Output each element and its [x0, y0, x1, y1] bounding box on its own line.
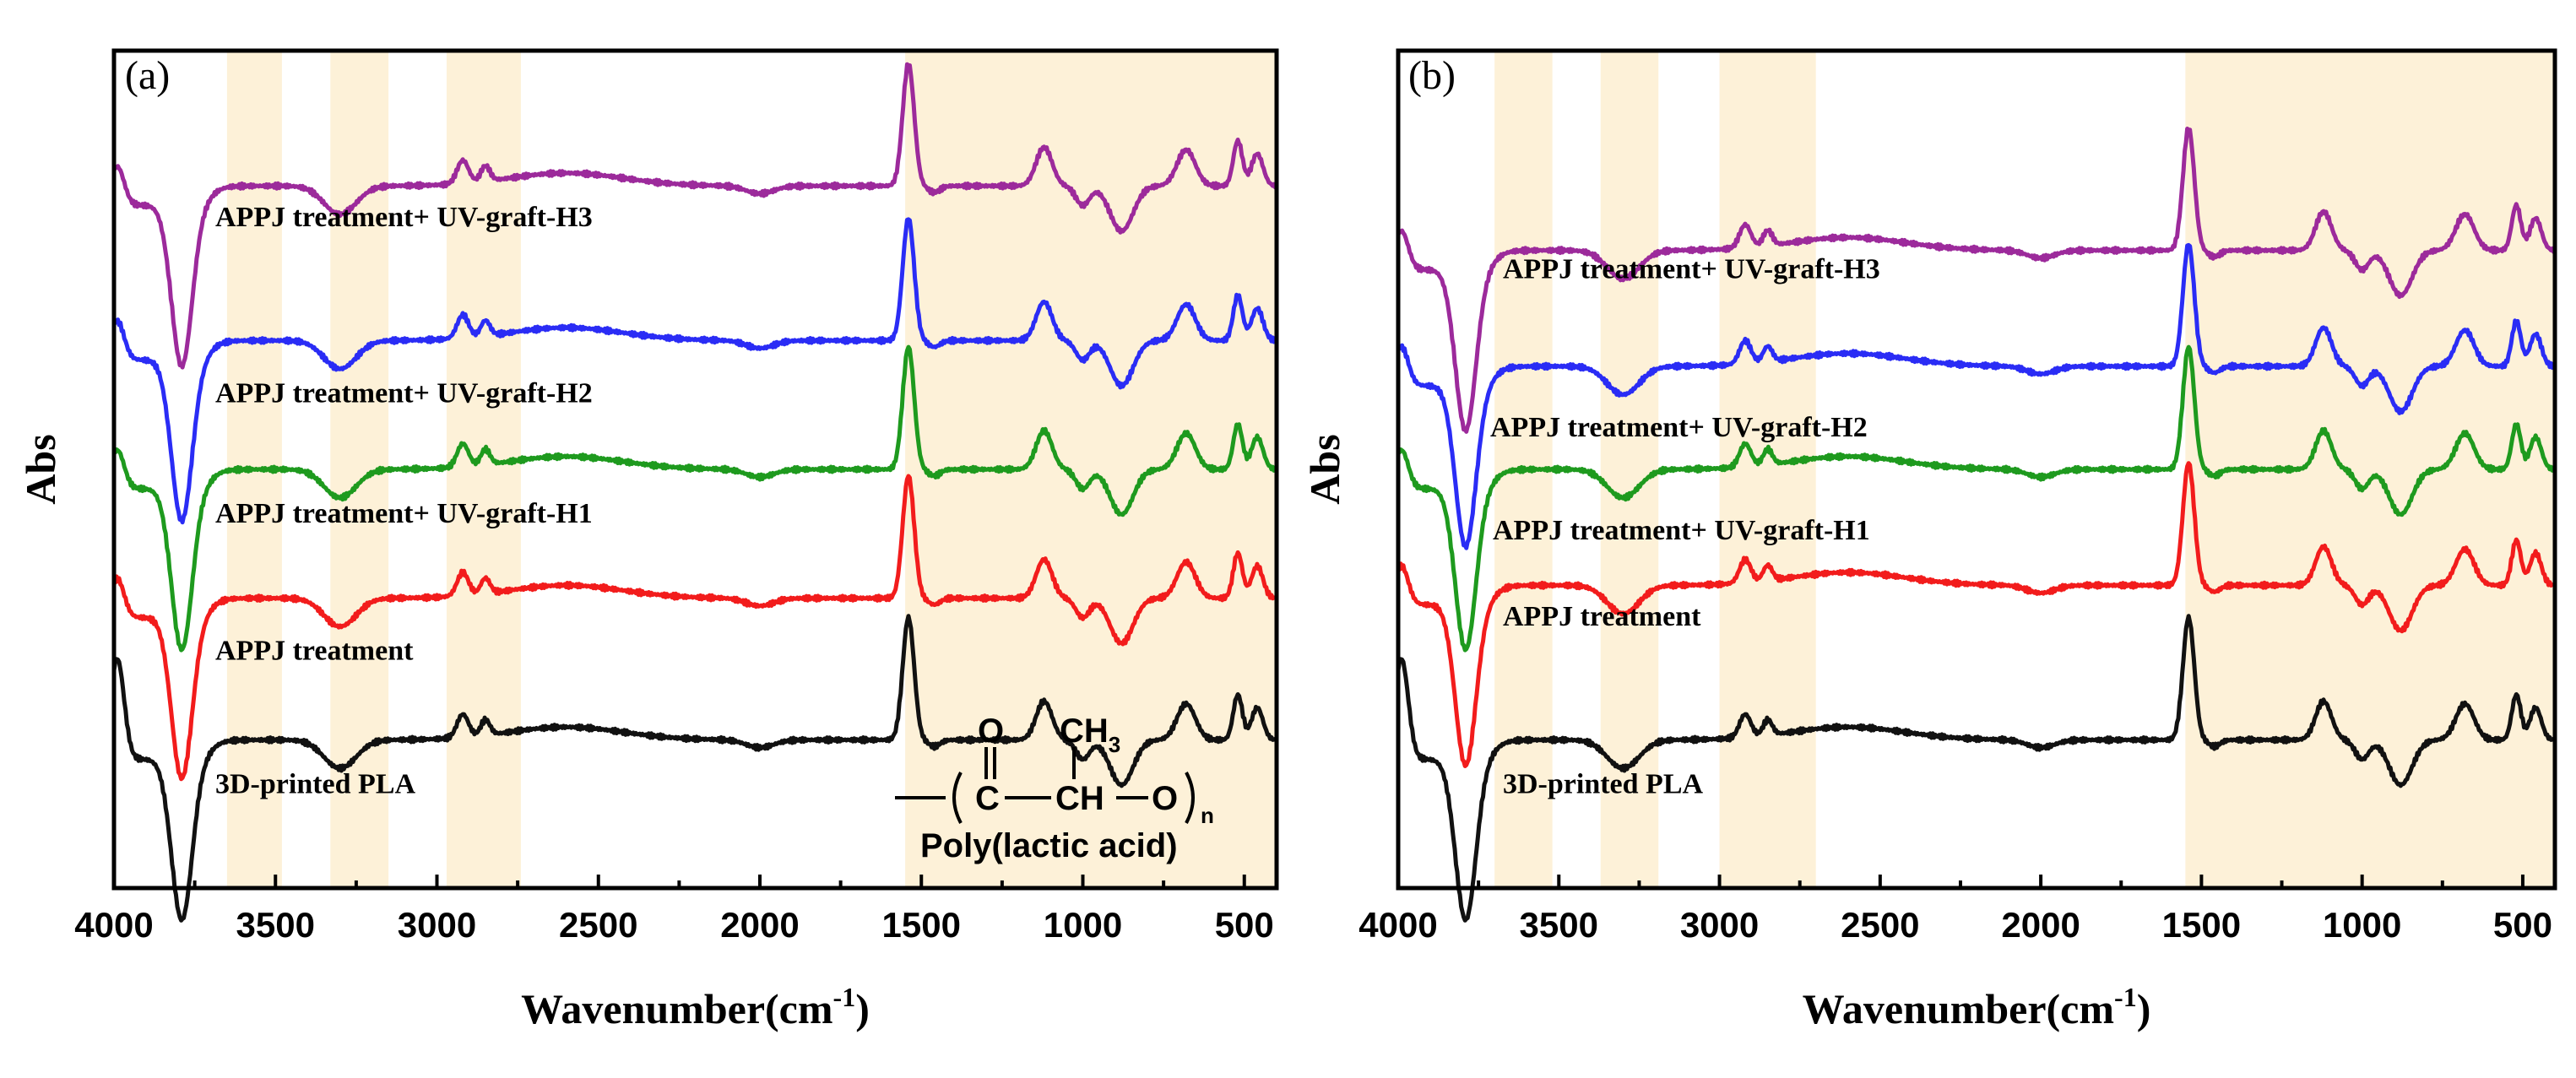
- panel-label: (b): [1408, 53, 1456, 98]
- series-label: APPJ treatment+ UV-graft-H3: [215, 202, 593, 233]
- series-label: APPJ treatment: [1503, 601, 1701, 632]
- x-tick-label: 500: [1215, 905, 1274, 945]
- series-label: APPJ treatment+ UV-graft-H1: [215, 498, 593, 529]
- series-line: [1396, 242, 2557, 550]
- panel-a: APPJ treatment+ UV-graft-H3 APPJ treatmen…: [17, 48, 1279, 1032]
- methyl-group: CH3: [1060, 712, 1120, 757]
- y-axis-label: Abs: [1301, 434, 1348, 504]
- panel-label: (a): [125, 53, 170, 98]
- left-bracket: [952, 772, 963, 824]
- highlight-band: [446, 51, 521, 888]
- x-tick-label: 500: [2493, 905, 2552, 945]
- x-axis-label-text: Wavenumber(cm: [521, 985, 832, 1032]
- x-axis-label-sup: -1: [2114, 982, 2137, 1012]
- series-line: [111, 62, 1279, 370]
- highlight-band: [1719, 51, 1816, 888]
- plot-frame: [111, 48, 1279, 891]
- x-tick-label: 3500: [236, 905, 315, 945]
- series-label: APPJ treatment+ UV-graft-H1: [1493, 515, 1870, 546]
- panel-b: APPJ treatment+ UV-graft-H3 APPJ treatmen…: [1301, 48, 2557, 1032]
- x-axis-label: Wavenumber(cm-1): [521, 982, 870, 1032]
- x-tick-label: 2000: [2001, 905, 2080, 945]
- x-tick-label: 4000: [1359, 905, 1437, 945]
- x-tick-label: 4000: [74, 905, 153, 945]
- methyl-text: CH: [1060, 712, 1109, 750]
- x-axis-label: Wavenumber(cm-1): [1803, 982, 2151, 1032]
- highlight-band: [1600, 51, 1659, 888]
- series-label: APPJ treatment+ UV-graft-H2: [215, 377, 593, 409]
- x-tick-label: 2000: [720, 905, 799, 945]
- series-line: [1396, 344, 2557, 653]
- series-line: [111, 614, 1279, 923]
- series-line: [1396, 461, 2557, 768]
- atom-ch: CH: [1055, 780, 1104, 817]
- x-axis-label-close: ): [2137, 985, 2151, 1032]
- x-tick-label: 1500: [882, 905, 961, 945]
- series-line: [1396, 127, 2557, 434]
- plot-frame: [1396, 48, 2557, 891]
- x-tick-label: 3000: [1680, 905, 1759, 945]
- x-tick-label: 3500: [1520, 905, 1598, 945]
- series-line: [111, 344, 1279, 653]
- series-line: [111, 474, 1279, 782]
- atom-c: C: [975, 780, 1000, 817]
- atom-carbonyl-o: O: [978, 712, 1004, 750]
- right-bracket: [1185, 772, 1195, 824]
- series-label: APPJ treatment+ UV-graft-H2: [1490, 412, 1868, 443]
- series-label: 3D-printed PLA: [1503, 768, 1704, 799]
- y-axis-label: Abs: [17, 434, 64, 504]
- x-tick-label: 1500: [2162, 905, 2241, 945]
- series-label: APPJ treatment: [215, 636, 414, 667]
- x-tick-label: 2500: [559, 905, 637, 945]
- series-line: [111, 217, 1279, 525]
- x-tick-label: 1000: [1044, 905, 1122, 945]
- repeat-subscript: n: [1201, 803, 1214, 828]
- x-axis-label-text: Wavenumber(cm: [1803, 985, 2114, 1032]
- x-axis-label-sup: -1: [833, 982, 856, 1012]
- atom-o: O: [1152, 780, 1178, 817]
- series-label: APPJ treatment+ UV-graft-H3: [1503, 253, 1880, 284]
- structure-title: Poly(lactic acid): [920, 827, 1178, 864]
- x-tick-label: 2500: [1841, 905, 1919, 945]
- x-tick-label: 1000: [2323, 905, 2401, 945]
- series-label: 3D-printed PLA: [215, 768, 416, 799]
- series-line: [1396, 614, 2557, 923]
- x-axis-label-close: ): [855, 985, 870, 1032]
- x-tick-label: 3000: [398, 905, 476, 945]
- methyl-subscript: 3: [1109, 732, 1120, 757]
